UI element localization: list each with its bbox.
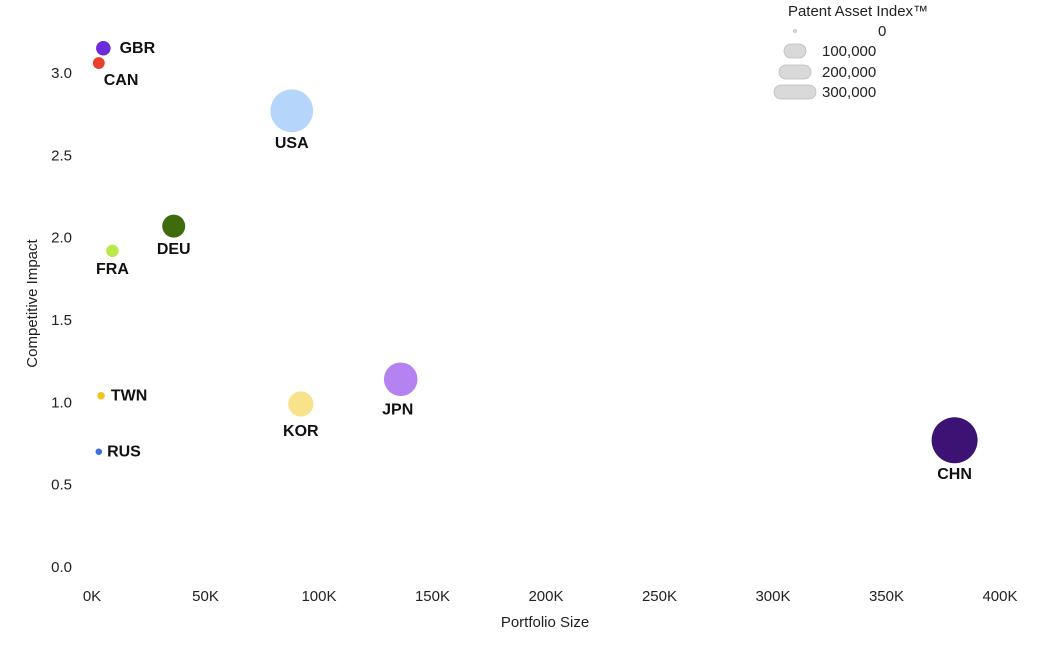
legend-size-swatch <box>793 29 797 33</box>
legend-size-swatch <box>783 43 807 59</box>
legend-title: Patent Asset Index™ <box>788 3 928 20</box>
point-label-can: CAN <box>104 72 139 89</box>
legend-label: 200,000 <box>822 64 876 81</box>
legend-label: 300,000 <box>822 84 876 101</box>
point-label-deu: DEU <box>157 241 191 258</box>
data-points: GBR CAN USA DEU FRA JPN TWN KOR CHN RUS <box>92 40 978 483</box>
y-axis-title: Competitive Impact <box>24 238 41 367</box>
point-label-kor: KOR <box>283 423 319 440</box>
legend-label: 0 <box>878 23 886 40</box>
point-label-gbr: GBR <box>120 40 156 57</box>
bubble-deu <box>162 214 186 238</box>
bubble-kor <box>288 391 314 417</box>
point-label-usa: USA <box>275 135 309 152</box>
bubble-can <box>92 57 105 69</box>
point-label-twn: TWN <box>111 388 147 405</box>
x-tick-label: 300K <box>755 588 790 605</box>
legend-size-swatch <box>778 64 812 80</box>
bubble-usa <box>270 89 314 133</box>
bubble-fra <box>106 244 119 258</box>
bubble-gbr <box>96 40 111 56</box>
x-tick-label: 100K <box>301 588 336 605</box>
x-tick-label: 350K <box>869 588 904 605</box>
point-label-rus: RUS <box>107 444 141 461</box>
x-tick-label: 400K <box>982 588 1017 605</box>
y-tick-label: 0.0 <box>51 559 72 576</box>
x-tick-label: 0K <box>83 588 101 605</box>
y-tick-label: 0.5 <box>51 477 72 494</box>
point-label-chn: CHN <box>937 466 972 483</box>
legend-label: 100,000 <box>822 43 876 60</box>
legend-size-swatch <box>773 84 817 100</box>
y-tick-label: 1.0 <box>51 394 72 411</box>
y-axis-ticks: 0.0 0.5 1.0 1.5 2.0 2.5 3.0 <box>51 65 72 576</box>
y-tick-label: 2.0 <box>51 230 72 247</box>
x-axis-title: Portfolio Size <box>501 614 589 631</box>
bubble-twn <box>97 391 105 400</box>
point-label-fra: FRA <box>96 261 129 278</box>
x-tick-label: 50K <box>192 588 219 605</box>
y-tick-label: 3.0 <box>51 65 72 82</box>
bubble-jpn <box>383 362 418 397</box>
bubble-rus <box>95 448 103 455</box>
point-label-jpn: JPN <box>382 401 413 418</box>
x-tick-label: 150K <box>415 588 450 605</box>
x-tick-label: 200K <box>528 588 563 605</box>
y-tick-label: 2.5 <box>51 147 72 164</box>
x-tick-label: 250K <box>642 588 677 605</box>
x-axis-ticks: 0K 50K 100K 150K 200K 250K 300K 350K 400K <box>83 588 1018 605</box>
y-tick-label: 1.5 <box>51 312 72 329</box>
bubble-chn <box>931 417 978 464</box>
